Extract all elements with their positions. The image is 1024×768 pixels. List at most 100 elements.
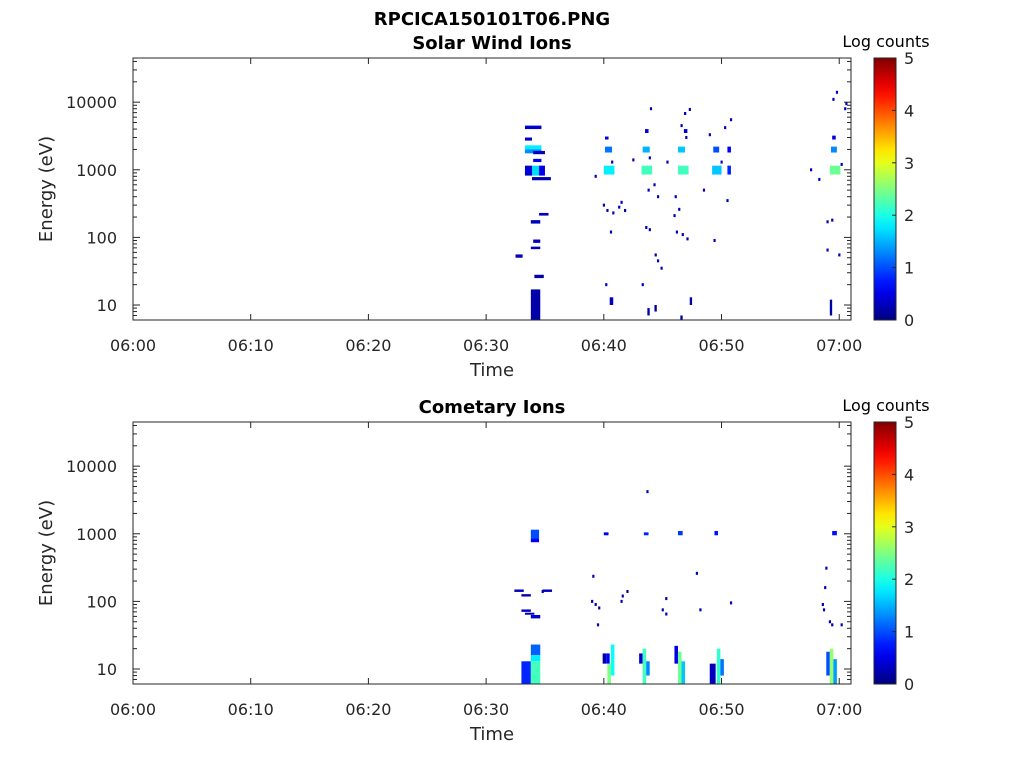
- heatmap-cell: [606, 208, 609, 212]
- heatmap-cell: [654, 253, 657, 257]
- heatmap-cell: [604, 136, 609, 140]
- colorbar-scale: [873, 57, 897, 321]
- panel-cometary: Cometary Ions 06:00 06:10 06:20 06:30 06:40 0…: [36, 396, 930, 745]
- heatmap-cell: [729, 118, 733, 122]
- heatmap-cell: [830, 146, 837, 153]
- plot-frame: [132, 421, 852, 685]
- heatmap-cell: [592, 574, 595, 578]
- heatmap-cell: [539, 212, 549, 216]
- heatmap-cell: [648, 228, 651, 232]
- heatmap-cell: [532, 165, 540, 176]
- heatmap-cell: [677, 146, 686, 153]
- heatmap-cell: [611, 160, 614, 164]
- heatmap-cell: [674, 195, 677, 199]
- heatmap-cell: [684, 111, 687, 115]
- colorbar-label: Log counts: [842, 396, 929, 415]
- heatmap-cell: [605, 283, 608, 287]
- heatmap-cell: [532, 177, 551, 181]
- figure-title: RPCICA150101T06.PNG: [374, 9, 610, 30]
- heatmap-cell: [680, 124, 683, 128]
- heatmap-cell: [639, 653, 643, 664]
- heatmap-cell: [831, 623, 834, 627]
- heatmap-cell: [541, 590, 544, 594]
- heatmap-cell: [539, 165, 545, 176]
- colorbar-tick-label: 2: [904, 570, 914, 589]
- colorbar-scale: [873, 421, 897, 685]
- heatmap-cell: [656, 259, 660, 263]
- x-axis: 06:00 06:10 06:20 06:30 06:40 06:50 07:00: [110, 422, 862, 719]
- heatmap-cell: [524, 165, 533, 176]
- colorbar-tick-label: 1: [904, 623, 914, 642]
- heatmap-cell: [844, 107, 847, 111]
- heatmap-cell: [530, 289, 541, 320]
- heatmap-cell: [702, 188, 706, 192]
- plot-frame: [132, 57, 852, 321]
- heatmap-cell: [612, 211, 615, 215]
- colorbar-tick-label: 3: [904, 518, 914, 537]
- heatmap-cell: [514, 589, 524, 592]
- heatmap-cell: [603, 165, 615, 175]
- heatmap-cell: [712, 165, 722, 175]
- heatmap-cell: [720, 160, 723, 164]
- y-tick-label: 100: [86, 228, 117, 247]
- heatmap-cell: [643, 532, 649, 536]
- heatmap-cell: [818, 177, 821, 181]
- heatmap-cell: [845, 102, 848, 106]
- heatmap-cell: [695, 571, 699, 575]
- heatmap-cell: [521, 661, 531, 684]
- heatmap-cell: [594, 602, 597, 606]
- heatmap-cell: [596, 623, 600, 627]
- heatmap-cell: [681, 233, 684, 237]
- heatmap-cell: [835, 90, 839, 94]
- y-axis: 10 100 1000 10000: [66, 60, 851, 321]
- x-tick-label: 06:30: [463, 336, 509, 355]
- y-tick-label: 100: [86, 592, 117, 611]
- heatmap-cell: [530, 655, 541, 662]
- y-tick-label: 1000: [76, 161, 117, 180]
- heatmap-cell: [809, 168, 813, 172]
- heatmap-cell: [688, 107, 691, 111]
- heatmap-cell: [674, 645, 678, 664]
- y-tick-label: 10: [97, 660, 117, 679]
- heatmap-cell: [606, 653, 610, 664]
- heatmap-cell: [542, 589, 553, 592]
- heatmap-cell: [727, 146, 731, 153]
- colorbar-tick-label: 4: [904, 101, 914, 120]
- x-tick-label: 06:00: [110, 336, 156, 355]
- heatmap-cell: [530, 220, 541, 224]
- heatmap-cell: [831, 218, 834, 222]
- heatmap-cell: [647, 308, 650, 316]
- heatmap-cell: [661, 608, 664, 612]
- heatmap-cell: [609, 230, 613, 234]
- heatmap-cell: [680, 315, 683, 320]
- heatmap-cell: [689, 297, 693, 306]
- heatmap-cell: [530, 661, 541, 684]
- colorbar-tick-label: 1: [904, 259, 914, 278]
- heatmap-cells: [514, 490, 843, 684]
- heatmap-cell: [829, 648, 834, 684]
- heatmap-cell: [713, 146, 720, 153]
- heatmap-cell: [678, 207, 681, 211]
- heatmap-cell: [524, 145, 542, 150]
- x-tick-label: 06:20: [345, 336, 391, 355]
- x-tick-label: 06:40: [581, 336, 627, 355]
- heatmap-cell: [530, 529, 540, 539]
- heatmap-cell: [673, 214, 676, 218]
- x-tick-label: 06:10: [228, 336, 274, 355]
- heatmap-cell: [621, 594, 624, 598]
- heatmap-cell: [675, 230, 678, 234]
- y-axis-label: Energy (eV): [36, 136, 57, 242]
- heatmap-cell: [515, 254, 523, 258]
- colorbar-tick-label: 2: [904, 206, 914, 225]
- heatmap-cell: [829, 299, 833, 316]
- colorbar-label: Log counts: [842, 32, 929, 51]
- colorbar: 0 1 2 3 4 5: [873, 49, 914, 330]
- panel-solar-wind: Solar Wind Ions 06:00 06:10 06:20 06:30 06:4…: [36, 32, 930, 381]
- heatmap-cell: [829, 165, 841, 175]
- x-tick-label: 06:30: [463, 700, 509, 719]
- heatmap-cell: [609, 297, 614, 306]
- heatmap-cell: [716, 648, 721, 684]
- y-tick-label: 1000: [76, 525, 117, 544]
- heatmap-cell: [646, 661, 650, 676]
